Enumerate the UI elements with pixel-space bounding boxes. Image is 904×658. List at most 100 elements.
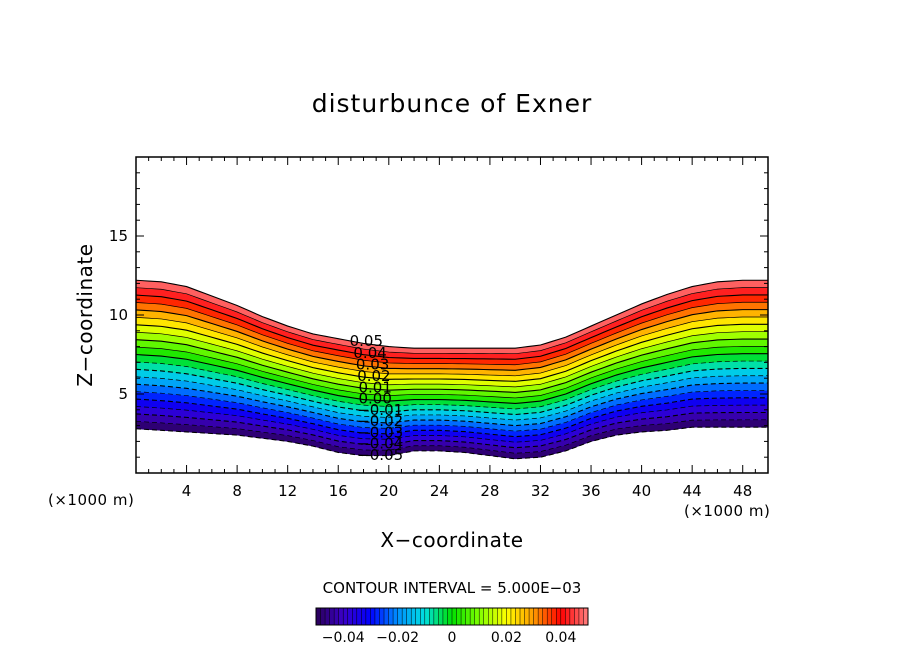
contour-label: −0.05 [357, 446, 403, 464]
x-tick-label: 24 [430, 482, 449, 500]
y-axis-label: Z−coordinate [73, 243, 97, 386]
colorbar-segment [488, 608, 494, 625]
colorbar-segment [329, 608, 335, 625]
contour-line [136, 331, 768, 388]
contour-line [136, 360, 768, 410]
colorbar-segment [365, 608, 371, 625]
contour-label: 0.05 [350, 332, 383, 350]
colorbar-segment [379, 608, 385, 625]
contour-line [136, 426, 768, 460]
contour-label: 0.04 [353, 344, 386, 362]
y-tick-label: 10 [109, 306, 128, 324]
colorbar-tick-label: 0 [448, 630, 457, 646]
colorbar-segment [520, 608, 525, 625]
colorbar-segment [461, 608, 466, 625]
contour-labels: 0.050.040.030.020.010.00−0.01−0.02−0.03−… [350, 332, 404, 464]
colorbar-segment [538, 608, 543, 625]
x-axis-ticks: 4 8 12 16 20 24 28 32 36 40 44 48 [148, 157, 756, 500]
contour-line [136, 411, 768, 449]
x-tick-label: 32 [531, 482, 550, 500]
x-tick-label: 8 [232, 482, 242, 500]
x-tick-label: 36 [581, 482, 600, 500]
colorbar-segment [551, 608, 557, 625]
contour-line [136, 309, 768, 371]
colorbar-segment [492, 608, 498, 625]
contour-line [136, 301, 768, 366]
contour-line [136, 367, 768, 416]
colorbar-segment [470, 608, 475, 625]
colorbar-segment [456, 608, 462, 625]
colorbar-segment [515, 608, 521, 625]
colorbar-segment [388, 608, 394, 625]
contour-line [136, 404, 768, 443]
contour-line [136, 338, 768, 393]
colorbar-tick-label: −0.02 [376, 630, 419, 646]
colorbar-segment [452, 608, 457, 625]
colorbar-segment [347, 608, 353, 625]
contour-interval-text: CONTOUR INTERVAL = 5.000E−03 [323, 579, 582, 597]
contour-line [136, 419, 768, 454]
colorbar-segment [429, 608, 435, 625]
colorbar-segment [415, 608, 421, 625]
colorbar-segment [361, 608, 367, 625]
colorbar-tick-label: 0.04 [545, 630, 576, 646]
colorbar-tick-label: 0.02 [491, 630, 522, 646]
contour-line [136, 353, 768, 405]
colorbar: −0.04 −0.02 0 0.02 0.04 [315, 607, 589, 646]
colorbar-segment [479, 608, 485, 625]
contour-label: 0.00 [359, 390, 392, 408]
contour-label: −0.01 [357, 401, 403, 419]
colorbar-segment [370, 608, 376, 625]
x-unit-left: (×1000 m) [48, 491, 134, 509]
x-tick-label: 4 [182, 482, 192, 500]
colorbar-segment [529, 608, 534, 625]
colorbar-segment [497, 608, 503, 625]
colorbar-segment [542, 608, 548, 625]
colorbar-segment [533, 608, 539, 625]
colorbar-segment [569, 608, 575, 625]
colorbar-segment [316, 608, 321, 625]
contour-label: 0.03 [356, 356, 389, 374]
contour-line [136, 390, 768, 432]
colorbar-segment [334, 608, 339, 625]
colorbar-segment [433, 608, 439, 625]
colorbar-segment [438, 608, 444, 625]
colorbar-segment [320, 608, 326, 625]
colorbar-segment [424, 608, 430, 625]
colorbar-segment [510, 608, 516, 625]
y-tick-label: 15 [109, 227, 128, 245]
colorbar-segment [411, 608, 417, 625]
colorbar-segment [506, 608, 512, 625]
colorbar-segment [556, 608, 562, 625]
colorbar-segment [447, 608, 453, 625]
colorbar-tick-label: −0.04 [322, 630, 365, 646]
colorbar-segment [338, 608, 344, 625]
colorbar-frame [315, 607, 589, 626]
contour-line [136, 323, 768, 382]
colorbar-segment [524, 608, 530, 625]
colorbar-segment [547, 608, 553, 625]
colorbar-segment [442, 608, 448, 625]
contour-line [136, 346, 768, 399]
colorbar-segment [393, 608, 398, 625]
colorbar-segment [402, 608, 407, 625]
x-axis-label: X−coordinate [380, 528, 523, 552]
colorbar-segment [384, 608, 389, 625]
contour-label: −0.04 [357, 435, 403, 453]
y-tick-label: 5 [118, 385, 128, 403]
contour-field [136, 279, 768, 460]
colorbar-segment [465, 608, 471, 625]
x-tick-label: 16 [329, 482, 348, 500]
contour-label: −0.02 [357, 412, 403, 430]
x-unit-right: (×1000 m) [684, 502, 770, 520]
colorbar-segment [343, 608, 349, 625]
colorbar-segment [578, 608, 584, 625]
colorbar-segment [560, 608, 566, 625]
colorbar-segment [374, 608, 380, 625]
contour-line [136, 287, 768, 355]
y-axis-ticks: 5 10 15 [109, 172, 768, 458]
contour-line [136, 375, 768, 421]
colorbar-segment [574, 608, 580, 625]
